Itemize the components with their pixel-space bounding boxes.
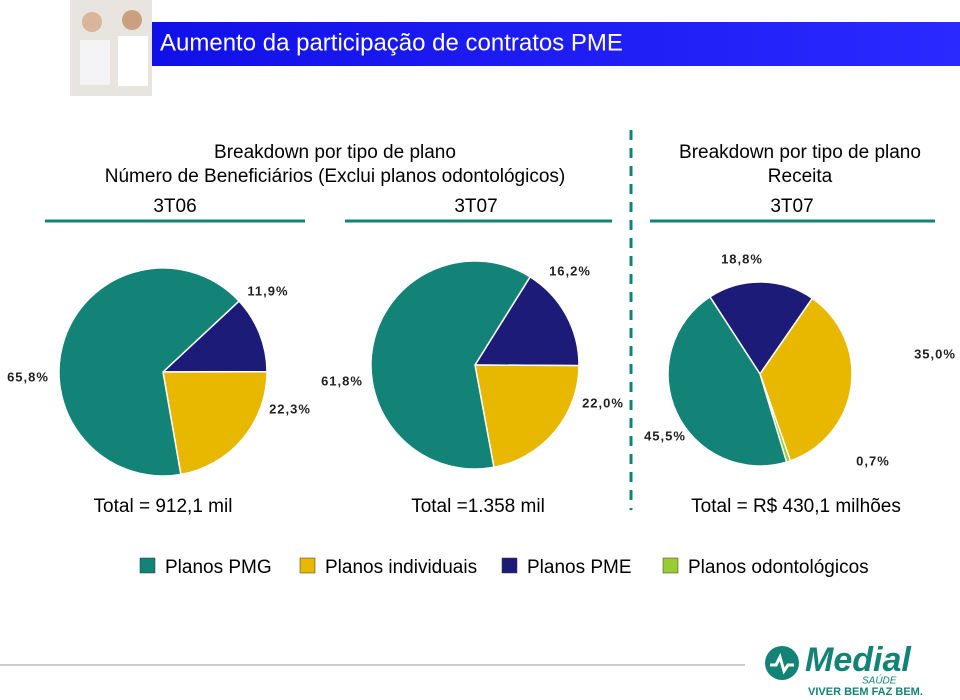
legend-swatch bbox=[139, 557, 156, 574]
pie-total: Total = 912,1 mil bbox=[94, 496, 233, 517]
logo-slogan: VIVER BEM FAZ BEM. bbox=[808, 686, 923, 698]
logo: Medial SAÚDE VIVER BEM FAZ BEM. bbox=[765, 641, 923, 698]
pie-title: 3T07 bbox=[770, 196, 813, 217]
value-label: 22,3% bbox=[269, 401, 311, 416]
value-label: 45,5% bbox=[644, 428, 686, 443]
value-label: 22,0% bbox=[582, 395, 624, 410]
pie-slice bbox=[708, 281, 814, 376]
value-label: 0,7% bbox=[856, 453, 890, 468]
value-label: 35,0% bbox=[914, 346, 956, 361]
panel-subtitle: Receita bbox=[768, 166, 833, 187]
panel-subtitle: Número de Beneficiários (Exclui planos o… bbox=[105, 166, 565, 187]
pie-total: Total =1.358 mil bbox=[411, 496, 545, 517]
value-label: 16,2% bbox=[549, 263, 591, 278]
value-label: 18,8% bbox=[721, 251, 763, 266]
legend-label: Planos PME bbox=[527, 557, 632, 578]
legend-label: Planos odontológicos bbox=[688, 557, 869, 578]
legend-swatch bbox=[662, 557, 679, 574]
pie-slice bbox=[667, 295, 788, 467]
pie-total: Total = R$ 430,1 milhões bbox=[691, 496, 901, 517]
logo-brand: Medial bbox=[805, 641, 912, 679]
pie-slice bbox=[474, 364, 580, 469]
pie-title: 3T07 bbox=[454, 196, 497, 217]
pie-slice bbox=[759, 297, 853, 462]
panel-title: Breakdown por tipo de plano bbox=[679, 142, 921, 163]
title-bar bbox=[150, 22, 960, 66]
legend-swatch bbox=[299, 557, 316, 574]
legend-swatch bbox=[501, 557, 518, 574]
pie-slice bbox=[162, 370, 268, 476]
pie-slice bbox=[58, 267, 241, 477]
legend-label: Planos individuais bbox=[325, 557, 477, 578]
pie-title: 3T06 bbox=[153, 196, 196, 217]
panel-title: Breakdown por tipo de plano bbox=[214, 142, 456, 163]
value-label: 65,8% bbox=[7, 369, 49, 384]
legend-label: Planos PMG bbox=[165, 557, 272, 578]
pie-slice bbox=[161, 300, 268, 373]
logo-sub: SAÚDE bbox=[862, 674, 897, 687]
pie-slice bbox=[370, 260, 532, 470]
slide-title: Aumento da participação de contratos PME bbox=[160, 29, 623, 56]
value-label: 61,8% bbox=[321, 373, 363, 388]
pie-slice bbox=[473, 275, 580, 367]
value-label: 11,9% bbox=[247, 283, 288, 298]
photo bbox=[70, 0, 152, 96]
